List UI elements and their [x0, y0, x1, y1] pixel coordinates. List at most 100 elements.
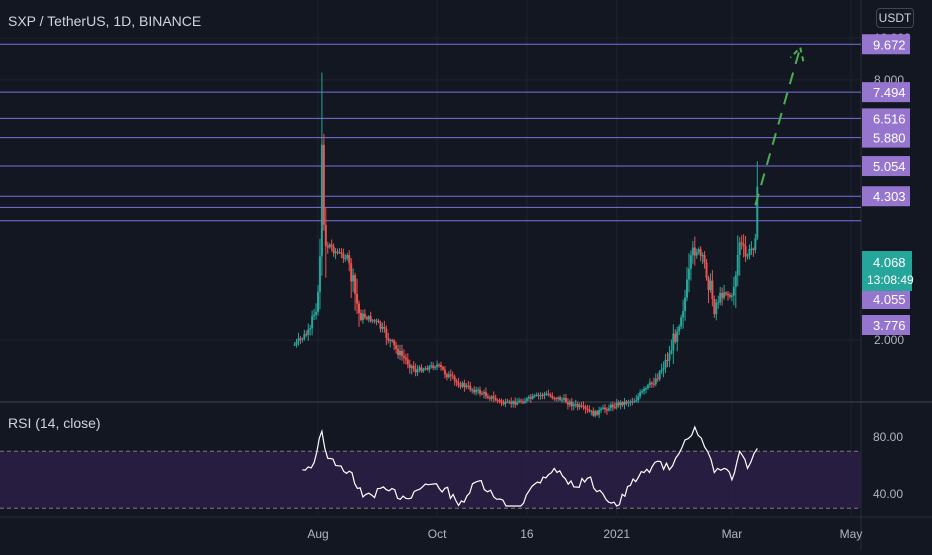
candle-body [609, 404, 612, 409]
candle-body [650, 382, 653, 384]
candle-body [309, 328, 312, 330]
candle-body [664, 359, 667, 368]
level-price-label[interactable]: 5.054 [862, 156, 910, 177]
candle-body [414, 368, 417, 373]
rsi-line[interactable] [302, 425, 758, 507]
candle-body [399, 350, 401, 356]
candle-body [395, 345, 398, 350]
candle-body [418, 367, 421, 370]
candle-body [514, 401, 517, 405]
candle-body [719, 293, 722, 303]
candle-body [561, 399, 564, 401]
candle-body [432, 365, 435, 368]
candle-body [543, 393, 546, 396]
candle-body [711, 280, 714, 299]
candle-body [373, 320, 376, 322]
candle-body [451, 375, 454, 377]
candle-body [674, 333, 677, 342]
candle-body [336, 251, 339, 253]
candle-body [330, 244, 333, 247]
candle-body [590, 410, 593, 412]
candle-body [602, 407, 605, 409]
candle-body [627, 402, 630, 404]
rsi-indicator-title[interactable]: RSI (14, close) [8, 415, 101, 431]
candle-body [504, 401, 507, 405]
candle-body [488, 397, 491, 399]
candle-body [482, 392, 485, 394]
candle-body [416, 369, 419, 373]
candle-body [713, 298, 716, 315]
candle-body [525, 398, 528, 402]
candle-body [447, 374, 450, 378]
candle-body [299, 338, 302, 340]
candle-body [588, 409, 591, 412]
candle-body [371, 320, 374, 322]
candle-body [592, 410, 595, 416]
candle-body [313, 314, 316, 317]
candle-body [471, 389, 474, 391]
candle-body [580, 405, 583, 407]
candle-body [406, 359, 409, 365]
candle-body [635, 400, 638, 402]
symbol-title[interactable]: SXP / TetherUS, 1D, BINANCE [8, 13, 202, 29]
level-price-label[interactable]: 9.672 [862, 34, 910, 55]
time-axis-tick-label: 16 [520, 527, 534, 541]
candle-body [322, 144, 325, 225]
currency-button[interactable]: USDT [876, 8, 914, 28]
candle-body [332, 246, 335, 254]
candle-body [672, 333, 675, 351]
candle-body [732, 286, 735, 296]
candle-body [518, 400, 521, 403]
candle-body [311, 316, 314, 329]
candle-body [621, 402, 624, 405]
bar-countdown: 13:08:49 [867, 273, 914, 287]
level-price-label[interactable]: 3.776 [862, 315, 910, 335]
candle-body [440, 364, 442, 368]
candle-body [510, 401, 513, 404]
candle-body [727, 293, 729, 296]
current-price-label[interactable]: 4.068 13:08:49 [862, 251, 914, 291]
candle-body [426, 368, 429, 370]
projection-arrow-head[interactable] [789, 45, 805, 62]
candle-body [453, 376, 456, 381]
candle-body [467, 385, 470, 387]
candle-body [652, 383, 655, 385]
level-price-label[interactable]: 6.516 [862, 108, 910, 129]
level-label-text: 4.055 [873, 292, 906, 307]
time-axis-tick-label: May [840, 527, 863, 541]
candle-body [461, 382, 464, 387]
candle-body [604, 407, 606, 410]
candle-body [660, 369, 663, 372]
candle-body [430, 365, 433, 367]
candle-body [434, 367, 437, 369]
time-axis-tick-label: 2021 [603, 527, 630, 541]
candle-body [750, 248, 753, 250]
candle-body [563, 398, 565, 400]
time-axis-tick-label: Mar [722, 527, 743, 541]
candle-body [607, 408, 610, 411]
candle-body [570, 401, 573, 407]
rsi-band-fill [0, 451, 861, 509]
level-price-label[interactable]: 4.055 [862, 289, 910, 309]
level-price-label[interactable]: 7.494 [862, 82, 910, 103]
candle-body [617, 402, 620, 406]
candle-body [701, 255, 704, 257]
candle-body [594, 411, 597, 416]
candle-body [578, 405, 581, 408]
candle-body [412, 365, 415, 369]
candle-body [740, 242, 743, 244]
candle-body [684, 297, 687, 312]
candle-body [689, 255, 692, 269]
level-price-label[interactable]: 5.880 [862, 127, 910, 148]
candle-body [584, 406, 587, 409]
level-price-label[interactable]: 4.303 [862, 186, 910, 207]
candle-body [551, 395, 554, 398]
candle-body [408, 364, 411, 368]
candle-body [354, 275, 357, 294]
projection-arrow-line[interactable] [754, 47, 802, 206]
candle-body [367, 316, 370, 320]
candle-body [746, 255, 749, 257]
candle-body [484, 392, 487, 397]
